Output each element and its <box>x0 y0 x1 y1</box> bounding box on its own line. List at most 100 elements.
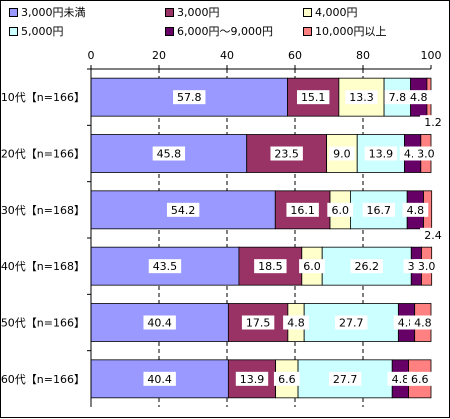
bar-segment <box>303 303 399 342</box>
data-label: 3.0 <box>417 148 435 161</box>
data-label-box <box>152 146 186 161</box>
data-label-box <box>384 90 411 105</box>
data-label: 4.8 <box>287 317 305 330</box>
data-label: 3.0 <box>418 260 436 273</box>
legend-swatch <box>303 27 312 36</box>
data-label: 4.8 <box>410 91 428 104</box>
x-tick-label: 40 <box>220 49 234 62</box>
legend-swatch <box>9 27 18 36</box>
data-label-box <box>329 146 355 161</box>
data-label-box <box>241 315 275 330</box>
data-label: 6.0 <box>303 260 321 273</box>
data-label-box <box>413 259 440 274</box>
legend-item-over-10000: 10,000円以上 <box>303 25 387 38</box>
data-label-box <box>405 90 432 105</box>
data-label-box <box>406 371 433 386</box>
legend-swatch <box>165 8 174 17</box>
data-label-box <box>299 259 325 274</box>
data-label-box <box>402 202 429 217</box>
data-label: 13.9 <box>240 373 265 386</box>
data-label-box <box>335 315 368 330</box>
data-label: 13.9 <box>369 148 394 161</box>
data-label: 4.8 <box>414 317 432 330</box>
data-label-box <box>143 371 176 386</box>
x-tick-label: 20 <box>152 49 166 62</box>
data-label-box <box>273 371 300 386</box>
category-label: 50代【n=166】 <box>1 317 85 330</box>
data-label: 4.8 <box>407 204 425 217</box>
data-label-box <box>362 202 396 217</box>
data-label: 23.5 <box>274 148 299 161</box>
category-label: 10代【n=166】 <box>1 91 85 104</box>
category-label: 20代【n=166】 <box>1 148 85 161</box>
data-label: 40.4 <box>147 373 172 386</box>
data-label: 57.8 <box>177 91 202 104</box>
data-label-box <box>173 90 206 105</box>
data-label-box <box>143 315 176 330</box>
data-label-box <box>328 371 362 386</box>
data-label: 45.8 <box>157 148 182 161</box>
data-label-box <box>420 227 446 242</box>
data-label: 43.5 <box>153 260 178 273</box>
data-label: 15.1 <box>301 91 326 104</box>
legend-item-5000: 5,000円 <box>9 25 64 38</box>
legend-label: 10,000円以上 <box>315 25 387 38</box>
data-label-box <box>270 146 303 161</box>
data-label-box <box>345 90 378 105</box>
data-label-box <box>387 371 414 386</box>
data-label-box <box>296 90 330 105</box>
data-label: 2.4 <box>424 229 442 242</box>
legend-label: 3,000円未満 <box>21 6 86 19</box>
data-label-box <box>350 259 383 274</box>
data-label: 16.7 <box>367 204 392 217</box>
data-label-box <box>409 315 436 330</box>
data-label-box <box>148 259 182 274</box>
data-label: 6.0 <box>331 204 349 217</box>
data-label-box <box>327 202 354 217</box>
data-label: 1.2 <box>424 116 442 129</box>
category-label: 40代【n=168】 <box>1 260 85 273</box>
data-label: 18.5 <box>258 260 283 273</box>
legend-swatch <box>165 27 174 36</box>
data-label-box <box>420 115 446 130</box>
data-label: 27.7 <box>339 317 364 330</box>
plot-area <box>91 69 431 407</box>
data-label-box <box>413 146 439 161</box>
data-label-box <box>254 259 287 274</box>
legend-item-4000: 4,000円 <box>303 6 358 19</box>
data-label: 4.8 <box>392 373 410 386</box>
data-label-box <box>235 371 269 386</box>
data-label: 13.3 <box>349 91 374 104</box>
data-label-box <box>364 146 398 161</box>
data-label: 27.7 <box>333 373 358 386</box>
data-label: 16.1 <box>290 204 315 217</box>
data-label: 54.2 <box>171 204 196 217</box>
data-label: 6.6 <box>411 373 429 386</box>
legend: 3,000円未満 3,000円 4,000円 5,000円 6,000円～9,0… <box>1 1 450 41</box>
category-label: 60代【n=166】 <box>1 373 85 386</box>
legend-item-3000: 3,000円 <box>165 6 220 19</box>
data-label-box <box>283 315 309 330</box>
data-label: 17.5 <box>246 317 271 330</box>
legend-swatch <box>9 8 18 17</box>
legend-label: 5,000円 <box>21 25 64 38</box>
data-label-box <box>286 202 319 217</box>
data-label: 7.8 <box>389 91 407 104</box>
legend-label: 4,000円 <box>315 6 358 19</box>
data-label-box <box>166 202 200 217</box>
legend-swatch <box>303 8 312 17</box>
x-tick-label: 0 <box>88 49 95 62</box>
legend-item-under-3000: 3,000円未満 <box>9 6 86 19</box>
legend-label: 6,000円～9,000円 <box>177 25 273 38</box>
data-label: 40.4 <box>147 317 172 330</box>
x-tick-label: 100 <box>421 49 442 62</box>
legend-label: 3,000円 <box>177 6 220 19</box>
data-label: 6.6 <box>278 373 296 386</box>
legend-item-6000-9000: 6,000円～9,000円 <box>165 25 273 38</box>
data-label: 9.0 <box>333 148 351 161</box>
x-tick-label: 80 <box>356 49 370 62</box>
data-label: 26.2 <box>354 260 379 273</box>
category-label: 30代【n=168】 <box>1 204 85 217</box>
